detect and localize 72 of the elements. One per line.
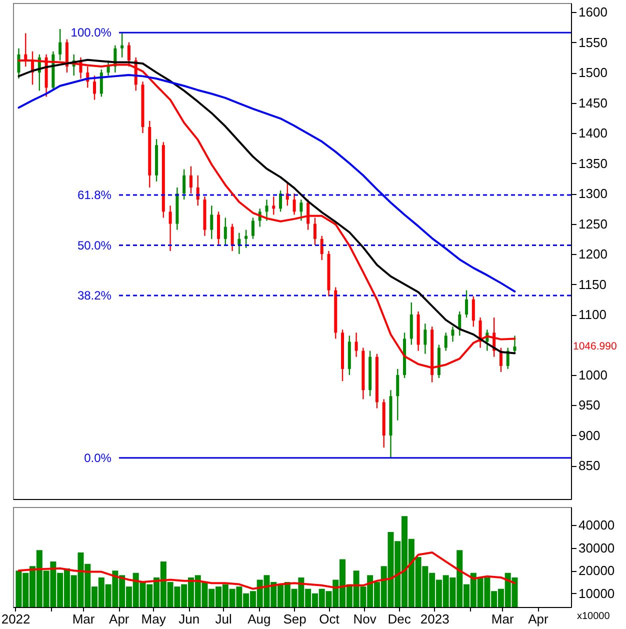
- x-tick-label: Apr: [109, 612, 130, 626]
- candlestick: [451, 326, 454, 342]
- candlestick: [224, 217, 227, 246]
- y-tick-label: 10000: [578, 586, 615, 601]
- y-tick-label: 1400: [578, 126, 608, 141]
- candlestick: [210, 205, 214, 240]
- x-tick-label: Jul: [215, 612, 232, 626]
- candlestick: [265, 198, 268, 222]
- y-tick-label: 1100: [578, 307, 606, 322]
- x-tick-label: Mar: [72, 612, 96, 626]
- candlestick: [513, 335, 516, 354]
- candlestick: [182, 168, 186, 200]
- candlestick: [17, 48, 20, 80]
- candlestick: [354, 332, 358, 358]
- y-tick-label: 1600: [578, 4, 608, 20]
- y-tick-label: 1300: [578, 186, 608, 202]
- y-tick-label: 1500: [578, 65, 608, 80]
- candlestick: [396, 368, 400, 421]
- candlestick: [424, 322, 427, 354]
- candlestick: [272, 196, 276, 216]
- line-series: [18, 551, 516, 590]
- y-tick-label: 20000: [578, 563, 615, 578]
- x-tick-label: Apr: [528, 612, 549, 626]
- y-tick-label: 1200: [578, 246, 608, 262]
- candlestick: [238, 232, 241, 255]
- y-tick-label: 1550: [578, 34, 608, 50]
- y-tick-label: 1250: [578, 216, 608, 232]
- text: x10000: [577, 611, 610, 622]
- y-tick-label: 40000: [578, 518, 615, 533]
- annotation: 61.8%: [77, 188, 112, 202]
- y-tick-label: 1150: [578, 276, 606, 292]
- x-tick-label: Mar: [491, 612, 514, 626]
- candlestick: [230, 223, 234, 252]
- candlestick: [106, 60, 110, 76]
- text: 1046.990: [573, 340, 617, 353]
- candlestick: [189, 166, 192, 194]
- candlestick: [93, 74, 96, 100]
- annotation: 50.0%: [77, 238, 112, 252]
- x-tick-label: Dec: [388, 612, 412, 626]
- annotation: 38.2%: [77, 288, 112, 302]
- y-tick-label: 1450: [578, 95, 608, 110]
- x-tick-label: May: [141, 612, 166, 626]
- x-tick-label: Nov: [353, 612, 377, 626]
- candlestick: [292, 192, 296, 216]
- x-tick-label: 2022: [1, 612, 30, 626]
- x-tick-label: Oct: [319, 612, 340, 626]
- x-tick-label: Sep: [283, 612, 306, 626]
- x-tick-label: Jun: [178, 612, 200, 626]
- candlestick: [320, 235, 324, 261]
- candlestick: [244, 229, 248, 249]
- candlestick: [306, 198, 310, 230]
- y-tick-label: 30000: [578, 540, 615, 556]
- x-tick-label: Aug: [248, 612, 271, 626]
- x-tick-label: 2023: [420, 612, 450, 626]
- annotation: 100.0%: [70, 26, 112, 40]
- candlestick: [300, 198, 303, 222]
- candlestick: [313, 217, 316, 246]
- candlestick: [168, 205, 172, 252]
- candlestick: [100, 68, 103, 98]
- candlestick: [58, 28, 62, 62]
- y-tick-label: 900: [578, 428, 600, 443]
- candlestick: [251, 217, 254, 240]
- y-tick-label: 1000: [578, 368, 608, 382]
- candlestick: [472, 296, 475, 328]
- annotation: 0.0%: [84, 450, 112, 465]
- y-tick-label: 1350: [578, 156, 608, 171]
- candlestick: [444, 332, 448, 352]
- y-tick-label: 950: [578, 398, 600, 413]
- y-tick-label: 850: [578, 458, 600, 474]
- candlestick: [279, 190, 282, 212]
- candlestick: [465, 290, 468, 318]
- candlestick: [120, 32, 124, 58]
